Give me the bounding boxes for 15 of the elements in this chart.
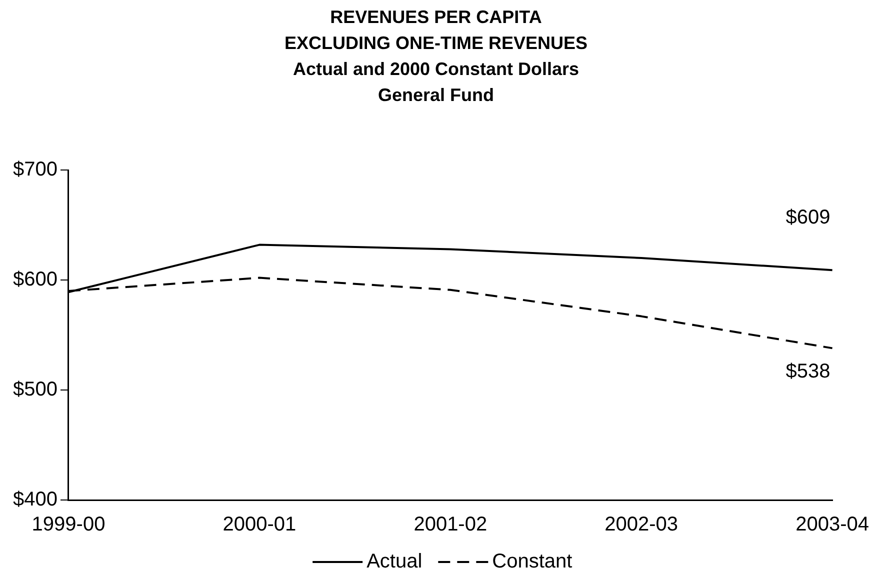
y-tick-label: $700 [12,158,58,181]
x-tick-label: 2003-04 [796,514,870,536]
x-tick-label: 2001-02 [414,514,488,536]
legend-label: Actual [366,550,422,573]
x-tick-label: 2000-01 [222,514,296,536]
chart-title: REVENUES PER CAPITA EXCLUDING ONE-TIME REVENUES [283,6,589,55]
x-tick-label: 1999-00 [32,514,106,536]
annotation: $609 [786,206,830,229]
y-tick-label: $600 [12,268,58,291]
legend-label: Constant [492,550,573,573]
y-tick-label: $500 [12,378,58,401]
annotation: $538 [786,360,830,383]
x-tick-label: 2002-03 [604,514,678,536]
chart-subtitle: Actual and 2000 Constant Dollars General Fund [292,58,580,107]
y-tick-label: $400 [12,488,58,511]
